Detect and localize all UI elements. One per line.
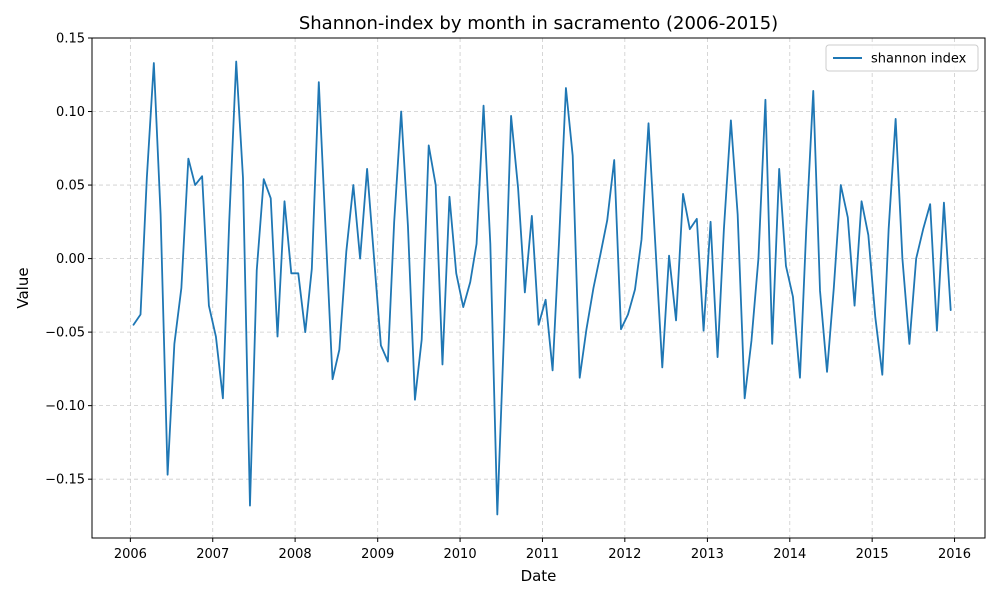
y-axis-label: Value [14,267,32,308]
x-tick-label: 2006 [114,547,147,562]
x-tick-label: 2008 [279,547,312,562]
y-tick-label: −0.10 [45,399,85,414]
plot-series [132,60,952,516]
y-tick-label: −0.15 [45,473,85,488]
x-tick-label: 2013 [691,547,724,562]
series-line-shannon-index [132,60,952,516]
x-tick-label: 2009 [361,547,394,562]
x-tick-label: 2014 [773,547,806,562]
x-tick-label: 2007 [196,547,229,562]
x-tick-label: 2015 [856,547,889,562]
x-tick-label: 2010 [444,547,477,562]
y-axis-ticks: 0.15 0.10 0.05 0.00 −0.05 −0.10 −0.15 [45,32,92,488]
x-tick-label: 2011 [526,547,559,562]
y-tick-label: 0.00 [56,252,85,267]
x-tick-label: 2016 [938,547,971,562]
x-axis-label: Date [521,567,557,585]
y-tick-label: 0.05 [56,179,85,194]
legend-box [825,44,979,72]
y-tick-label: −0.05 [45,326,85,341]
axes-frame [91,37,986,539]
x-tick-label: 2012 [608,547,641,562]
y-tick-label: 0.10 [56,105,85,120]
legend: shannon index [825,44,979,72]
chart-title: Shannon-index by month in sacramento (20… [299,13,778,34]
legend-label: shannon index [871,52,967,67]
x-axis-ticks: 2006 2007 2008 2009 2010 2011 2012 2013 2014 2015… [114,538,971,562]
y-tick-label: 0.15 [56,32,85,47]
